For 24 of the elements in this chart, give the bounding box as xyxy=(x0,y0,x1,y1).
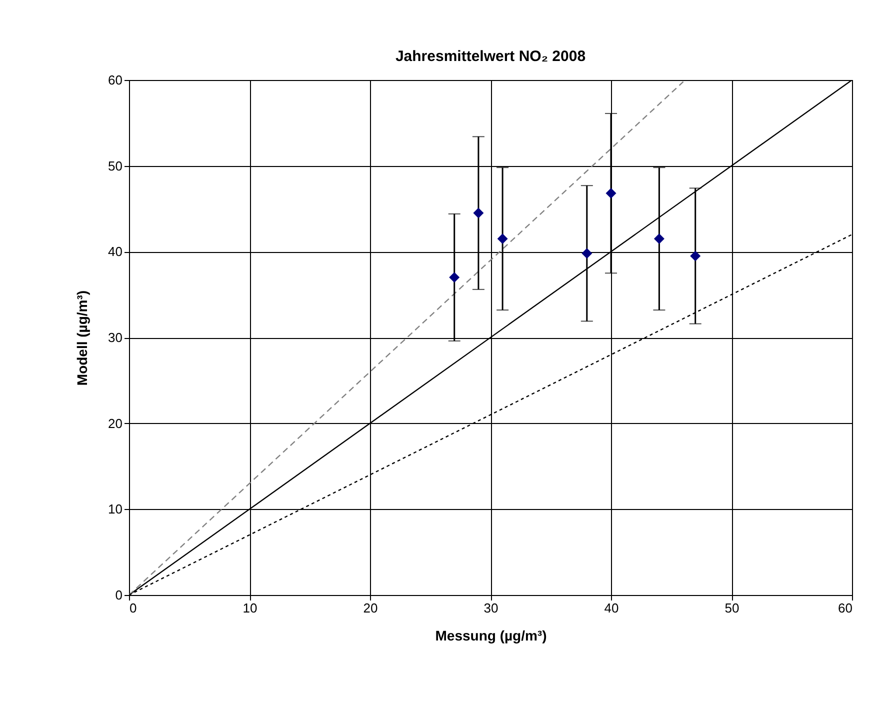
y-tick-label: 50 xyxy=(108,158,122,174)
x-tick-label: 60 xyxy=(838,600,852,616)
point xyxy=(497,234,508,244)
point xyxy=(654,234,664,244)
y-tick-label: 60 xyxy=(108,72,122,88)
y-tick-label: 20 xyxy=(108,416,122,431)
point xyxy=(449,272,460,283)
x-tick-label: 20 xyxy=(363,600,378,616)
x-tick-label: 10 xyxy=(242,600,258,616)
x-tick-label: 40 xyxy=(604,600,619,616)
point xyxy=(606,188,616,199)
y-tick-label: 30 xyxy=(108,330,122,345)
point xyxy=(690,250,701,262)
x-axis-title: Messung (µg/m³) xyxy=(435,628,547,644)
point xyxy=(473,208,484,218)
y-axis-title: Modell (µg/m³) xyxy=(74,290,90,386)
x-tick-label: 50 xyxy=(724,600,740,616)
point xyxy=(582,248,592,259)
y-tick-label: 40 xyxy=(108,244,122,260)
y-tick-label: 10 xyxy=(108,502,122,517)
chart-title: Jahresmittelwert NO₂ 2008 xyxy=(395,48,586,65)
y-tick-label: 0 xyxy=(115,588,122,602)
x-tick-label: 0 xyxy=(130,600,137,616)
x-tick-label: 30 xyxy=(484,600,498,616)
